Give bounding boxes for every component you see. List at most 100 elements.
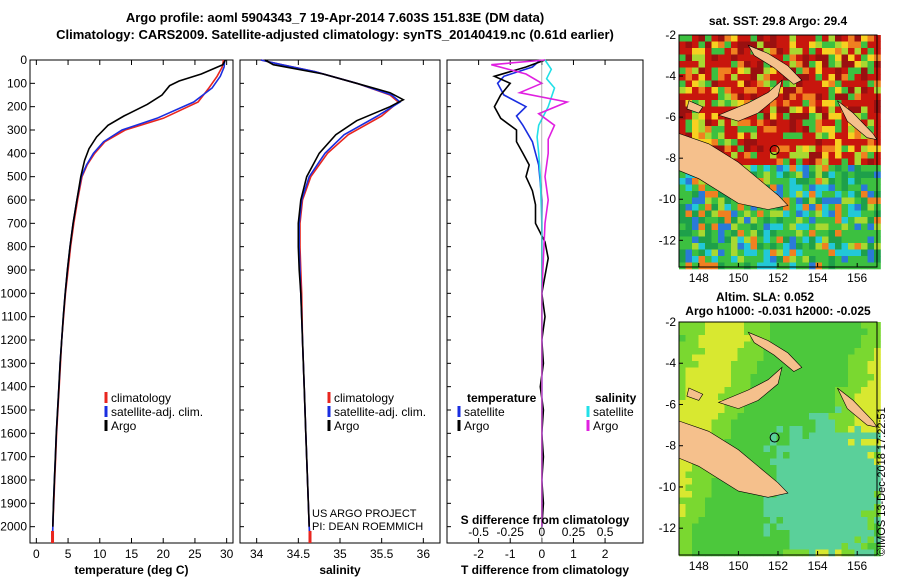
map-cell (802, 400, 810, 407)
map-cell (757, 80, 764, 88)
map-cell (815, 158, 823, 166)
map-cell (835, 543, 842, 550)
y-tick-label: 1300 (0, 356, 27, 370)
map-cell (731, 145, 738, 153)
map-cell (854, 458, 862, 466)
map-cell (744, 536, 751, 544)
map-cell (815, 484, 823, 492)
map-cell (867, 536, 875, 544)
map-cell (685, 54, 693, 62)
map-cell (815, 478, 823, 485)
map-cell (770, 152, 777, 159)
map-cell (776, 165, 784, 172)
map-cell (731, 510, 738, 518)
map-cell (796, 100, 803, 107)
map-cell (789, 171, 797, 179)
map-cell (685, 61, 693, 68)
map-cell (757, 361, 764, 368)
y-tick-label: 1200 (0, 333, 27, 347)
map-cell (822, 328, 829, 336)
map-cell (698, 536, 706, 544)
map-cell (698, 471, 706, 479)
map-cell (796, 48, 803, 55)
map-cell (867, 80, 875, 88)
map-cell (770, 465, 777, 472)
map-cell (737, 491, 745, 498)
map-cell (835, 322, 842, 329)
map-cell (841, 432, 849, 440)
map-cell (796, 452, 803, 459)
map-cell (770, 367, 777, 375)
map-cell (796, 152, 803, 159)
map-cell (796, 536, 803, 544)
map-cell (828, 322, 836, 329)
map-cell (783, 536, 790, 544)
map-cell (744, 61, 751, 68)
map-cell (770, 171, 777, 179)
map-cell (822, 523, 829, 531)
map-cell (737, 67, 745, 75)
map-cell (867, 87, 875, 94)
x-axis-label: salinity (319, 563, 361, 577)
map-cell (822, 119, 829, 127)
map-cell (828, 126, 836, 133)
map-cell (724, 484, 732, 492)
map-cell (770, 510, 777, 518)
sla-map-title: Altim. SLA: 0.052 (716, 290, 814, 304)
map-cell (783, 322, 790, 329)
map-cell (854, 217, 862, 224)
map-cell (809, 145, 816, 153)
map-cell (685, 35, 693, 42)
map-cell (815, 393, 823, 401)
map-cell (796, 145, 803, 153)
map-cell (835, 210, 842, 218)
map-cell (718, 432, 725, 440)
map-cell (789, 413, 797, 420)
map-cell (724, 210, 732, 218)
map-cell (828, 439, 836, 446)
map-cell (854, 471, 862, 479)
map-cell (763, 517, 771, 524)
map-x-tick-label: 156 (847, 271, 867, 285)
map-cell (692, 328, 699, 336)
map-cell (802, 145, 810, 153)
map-cell (724, 152, 732, 159)
map-cell (789, 243, 797, 250)
map-cell (835, 41, 842, 49)
map-cell (822, 249, 829, 257)
map-cell (705, 510, 712, 518)
map-cell (724, 223, 732, 231)
map-cell (770, 419, 777, 427)
map-cell (796, 341, 803, 349)
map-cell (867, 106, 875, 114)
map-cell (724, 543, 732, 550)
map-cell (783, 328, 790, 336)
map-cell (705, 217, 712, 224)
map-cell (763, 158, 771, 166)
map-cell (809, 471, 816, 479)
map-cell (815, 132, 823, 140)
map-cell (692, 523, 699, 531)
map-cell (711, 426, 719, 433)
map-cell (841, 93, 849, 101)
map-cell (724, 361, 732, 368)
map-cell (757, 126, 764, 133)
map-cell (770, 536, 777, 544)
map-cell (724, 426, 732, 433)
map-cell (848, 249, 855, 257)
map-cell (692, 341, 699, 349)
x-tick-label: 2 (602, 547, 609, 561)
map-cell (685, 341, 693, 349)
map-cell (783, 413, 790, 420)
map-cell (789, 48, 797, 55)
map-cell (854, 361, 862, 368)
map-cell (783, 204, 790, 211)
map-cell (750, 223, 758, 231)
map-cell (854, 80, 862, 88)
map-cell (867, 348, 875, 355)
map-cell (776, 380, 784, 388)
map-cell (861, 184, 868, 192)
map-cell (815, 465, 823, 472)
map-cell (724, 74, 732, 81)
map-cell (750, 549, 758, 557)
